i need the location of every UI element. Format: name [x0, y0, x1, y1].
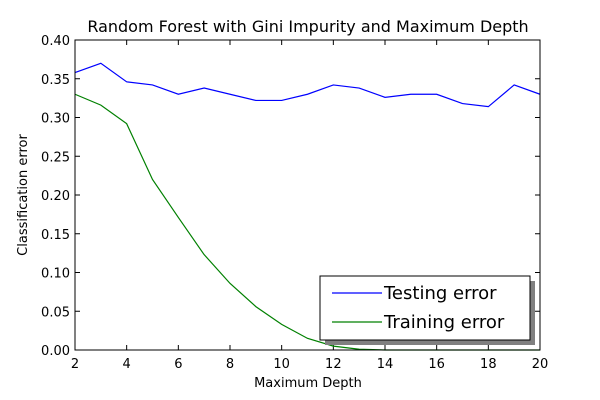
x-tick-label: 14 — [377, 357, 394, 372]
chart-title: Random Forest with Gini Impurity and Max… — [87, 17, 528, 36]
x-tick-label: 10 — [273, 357, 290, 372]
y-tick-label: 0.35 — [41, 73, 70, 88]
x-tick-label: 2 — [71, 357, 79, 372]
x-tick-label: 6 — [174, 357, 182, 372]
y-tick-label: 0.00 — [41, 344, 70, 359]
y-tick-label: 0.05 — [41, 305, 70, 320]
legend-box — [319, 275, 531, 341]
x-tick-label: 16 — [428, 357, 445, 372]
x-tick-label: 12 — [325, 357, 342, 372]
y-tick-label: 0.15 — [41, 228, 70, 243]
x-tick-label: 8 — [226, 357, 234, 372]
y-tick-label: 0.10 — [41, 267, 70, 282]
legend-label-0: Testing error — [383, 283, 497, 304]
y-tick-label: 0.20 — [41, 189, 70, 204]
y-tick-label: 0.30 — [41, 112, 70, 127]
y-tick-label: 0.25 — [41, 150, 70, 165]
legend: Testing error Training error — [319, 275, 535, 345]
x-tick-label: 4 — [123, 357, 131, 372]
x-tick-label: 20 — [532, 357, 549, 372]
y-axis-label: Classification error — [16, 134, 31, 256]
series-line-0 — [74, 62, 541, 108]
axis-ticks: 2 4 6 8 10 12 14 16 18 20 0.00 0.05 0.10 0.15 0.20 0.25… — [41, 34, 548, 372]
y-tick-label: 0.40 — [41, 34, 70, 49]
legend-label-1: Training error — [383, 312, 505, 333]
x-axis-label: Maximum Depth — [254, 376, 362, 391]
plot-frame — [74, 39, 541, 351]
x-tick-label: 18 — [480, 357, 497, 372]
